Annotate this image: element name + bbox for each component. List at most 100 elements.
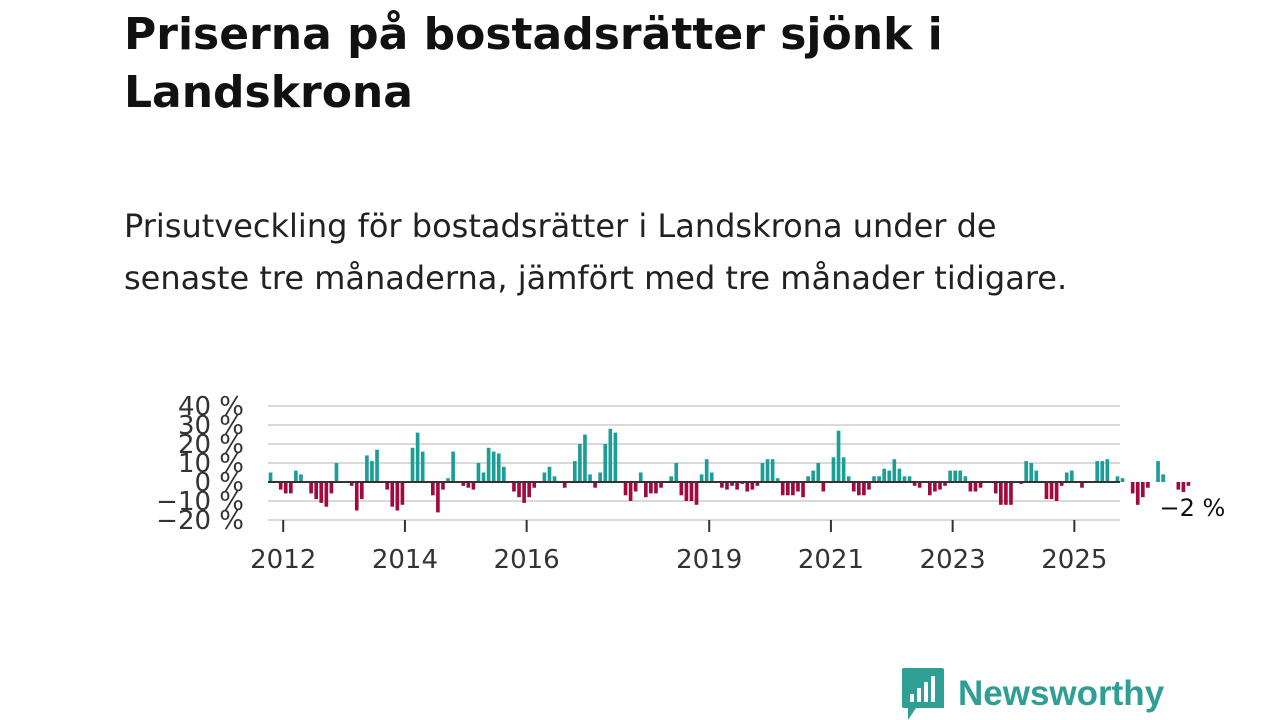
bar [938, 482, 942, 490]
bar [578, 444, 582, 482]
x-tick-label: 2016 [494, 545, 560, 575]
bar [821, 482, 826, 492]
bar [1135, 482, 1140, 505]
bar [431, 482, 435, 496]
bar [887, 470, 892, 482]
bar [476, 463, 481, 482]
bar [294, 470, 298, 482]
bar [1130, 482, 1135, 494]
bar [780, 482, 785, 496]
bar [1100, 461, 1105, 482]
bar [1186, 482, 1191, 486]
bar [1156, 461, 1160, 482]
bar [283, 482, 288, 494]
bar [958, 470, 963, 482]
bar [628, 482, 633, 501]
bar [1034, 470, 1039, 482]
bar [1049, 482, 1054, 500]
bar [928, 482, 932, 496]
newsworthy-logo-icon [902, 668, 944, 720]
bar [583, 434, 587, 482]
bar [329, 482, 334, 494]
bar [674, 463, 679, 482]
bar [451, 451, 455, 482]
bar [725, 482, 729, 490]
x-tick-label: 2019 [676, 545, 742, 575]
bar [1181, 482, 1186, 496]
bar [496, 453, 501, 482]
bar [999, 482, 1003, 505]
bar [933, 482, 937, 492]
bar [598, 472, 602, 482]
bar [400, 482, 405, 505]
bar [375, 449, 379, 482]
bar [851, 482, 856, 492]
bar [968, 482, 973, 492]
bar [268, 472, 273, 482]
bar [527, 482, 531, 498]
x-tick-label: 2023 [920, 545, 986, 575]
y-tick-label: 0 % [194, 468, 244, 498]
bar [603, 444, 608, 482]
bar [395, 482, 400, 511]
bar [299, 474, 303, 482]
bar [547, 466, 552, 482]
bar [410, 447, 415, 482]
bar [1029, 463, 1034, 482]
y-tick-label: −20 % [156, 506, 244, 536]
newsworthy-logo: Newsworthy [902, 668, 1164, 720]
bar [486, 447, 491, 482]
bar [613, 432, 618, 482]
bar [1054, 482, 1059, 501]
bar [831, 457, 836, 482]
bar [370, 461, 374, 482]
bar [1141, 482, 1145, 498]
bar [644, 482, 648, 498]
bar [689, 482, 694, 501]
bar [593, 482, 597, 488]
bar [324, 482, 329, 507]
bar [654, 482, 658, 494]
bar [679, 482, 684, 496]
bar [517, 482, 521, 498]
newsworthy-brand-text: Newsworthy [958, 674, 1165, 713]
bar [796, 482, 800, 492]
bar [669, 476, 673, 482]
bar [836, 430, 841, 482]
bar [1146, 482, 1150, 488]
bar [512, 482, 516, 492]
bar [806, 476, 810, 482]
bar [1009, 482, 1013, 505]
bar [1176, 482, 1181, 490]
bar [897, 468, 902, 482]
bar [684, 482, 689, 501]
bar [1044, 482, 1049, 500]
bar [633, 482, 638, 492]
bar [659, 482, 663, 488]
bar [1064, 472, 1069, 482]
annotation-background [1156, 492, 1231, 522]
bar [415, 432, 420, 482]
bar [588, 474, 592, 482]
bar [390, 482, 395, 507]
bar [1004, 482, 1008, 505]
bar [953, 470, 957, 482]
bar [902, 476, 907, 482]
bar [542, 472, 547, 482]
chart-subtitle: Prisutveckling för bostadsrätter i Lands… [124, 207, 1068, 297]
bar [993, 482, 998, 494]
bar [481, 472, 486, 482]
bar [760, 463, 765, 482]
y-axis-labels: −20 %−10 %0 %10 %20 %30 %40 % [156, 392, 244, 536]
bar [436, 482, 440, 513]
bar [816, 463, 821, 482]
bar [1070, 470, 1074, 482]
bar [349, 482, 354, 486]
bar [491, 451, 496, 482]
x-tick-label: 2012 [250, 545, 316, 575]
bar [912, 482, 917, 486]
bar [948, 470, 952, 482]
bar [502, 466, 506, 482]
x-tick-label: 2025 [1041, 545, 1107, 575]
